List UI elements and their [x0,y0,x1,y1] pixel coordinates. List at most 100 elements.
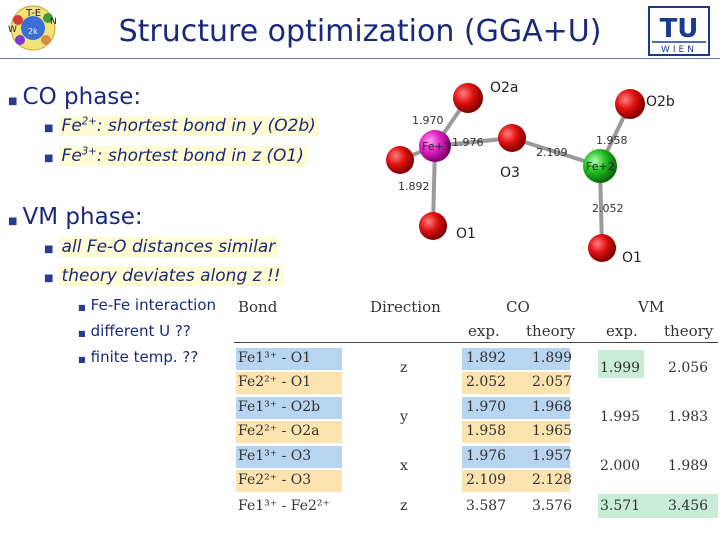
tu-text: TU [660,14,699,44]
header-co: CO [506,298,530,316]
bullet-square-icon: ■ [44,153,54,164]
row-bg [236,372,342,394]
direction-cell: z [400,498,408,514]
row-bg [462,397,570,419]
co-phase-label: CO phase: [22,84,142,110]
row-bg [462,470,570,492]
header-co-theory: theory [526,322,576,340]
oxygen-atom-o1-right [588,234,616,262]
o2a-label: O2a [490,80,519,96]
bullet-square-icon: ■ [78,303,86,312]
bullet-square-icon: ■ [78,355,86,364]
bullet-vm1: ■ all Fe-O distances similar [44,237,279,257]
vm-exp-cell: 1.995 [600,409,641,425]
fe2-label: Fe+2 [586,160,615,173]
direction-cell: y [400,409,408,425]
row-bg [462,446,570,468]
co-theory-cell: 2.128 [532,472,573,488]
slide-title: Structure optimization (GGA+U) [118,14,602,49]
distance-4: 2.109 [536,146,568,159]
vm-exp-cell: 2.000 [600,458,641,474]
bullet-vm: ■ VM phase: [8,204,143,230]
svg-text:2k: 2k [28,27,38,36]
row-bg [236,421,342,443]
bullet-square-icon: ■ [44,273,54,284]
vm-phase-label: VM phase: [22,204,143,230]
distance-2: 1.976 [452,136,484,149]
title-divider [0,58,720,59]
co-theory-cell: 2.057 [532,374,573,390]
distance-1: 1.970 [412,114,444,127]
co-theory-cell: 1.968 [532,399,573,415]
svg-text:W: W [8,25,17,35]
bond-table: Bond Direction CO VM exp. theory exp. th… [234,294,718,520]
o2b-label: O2b [646,94,675,110]
oxygen-atom-o2b [615,89,645,119]
distance-5: 1.892 [398,180,430,193]
bullet-sub-0: ■ Fe-Fe interaction [78,296,217,314]
vm-theory-cell: 2.056 [668,360,709,376]
distance-3: 1.958 [596,134,628,147]
bond-cell: Fe1³⁺ - O3 [238,448,312,464]
co-exp-cell: 1.976 [466,448,507,464]
oxygen-atom-left [386,146,414,174]
structure-figure: Fe+3 Fe+2 O2a O2b O3 O1 O1 1.970 1.976 1… [330,68,716,290]
row-bg [462,372,570,394]
bond-cell: Fe2²⁺ - O3 [238,472,312,488]
vm-exp-cell: 1.999 [600,360,641,376]
vm-bg [598,494,718,518]
direction-cell: x [400,458,408,474]
bullet-square-icon: ■ [44,244,54,255]
svg-text:T-E: T-E [25,8,41,19]
row-bg [236,348,342,370]
bullet-vm2: ■ theory deviates along z !! [44,266,284,286]
bullet-square-icon: ■ [8,96,18,107]
tu-wien-logo: TU WIEN [648,6,710,56]
header-rule [234,342,718,343]
bullet-sub-1: ■ different U ?? [78,322,191,340]
header-bond: Bond [238,298,278,316]
distance-6: 2.052 [592,202,624,215]
vm-theory-cell: 1.989 [668,458,709,474]
co-exp-cell: 1.892 [466,350,507,366]
bullet-co: ■ CO phase: [8,84,141,110]
svg-text:N: N [50,17,57,27]
bullet-square-icon: ■ [78,329,86,338]
atom-logo: T-E W N 2k [4,2,62,54]
bullet-sub-2: ■ finite temp. ?? [78,348,199,366]
vm-exp-cell: 3.571 [600,498,641,514]
wien-text: WIEN [661,45,697,55]
row-bg [462,421,570,443]
co-exp-cell: 1.970 [466,399,507,415]
row-bg [462,348,570,370]
bond-cell: Fe1³⁺ - O1 [238,350,312,366]
header-vm-exp: exp. [606,322,638,340]
vm-bg [598,350,644,378]
oxygen-atom-o3 [498,124,526,152]
co-exp-cell: 2.109 [466,472,507,488]
co-theory-cell: 1.899 [532,350,573,366]
row-bg [236,446,342,468]
co-exp-cell: 1.958 [466,423,507,439]
header-vm: VM [638,298,665,316]
bullet-fe2: ■ Fe2+: shortest bond in y (O2b) [44,116,319,136]
oxygen-atom-o2a [453,83,483,113]
bullet-fe3: ■ Fe3+: shortest bond in z (O1) [44,146,307,166]
oxygen-atom-o1-left [419,212,447,240]
vm-theory-cell: 1.983 [668,409,709,425]
header-direction: Direction [370,298,441,316]
fe3-label: Fe+3 [422,140,451,153]
row-bg [236,470,342,492]
co-theory-cell: 1.965 [532,423,573,439]
direction-cell: z [400,360,408,376]
vm-theory-cell: 3.456 [668,498,709,514]
bullet-square-icon: ■ [44,123,54,134]
bond-cell: Fe2²⁺ - O2a [238,423,320,439]
co-theory-cell: 3.576 [532,498,573,514]
co-exp-cell: 2.052 [466,374,507,390]
header-co-exp: exp. [468,322,500,340]
iron-atom-fe2 [583,149,617,183]
bullet-square-icon: ■ [8,216,18,227]
bond-cell: Fe1³⁺ - O2b [238,399,321,415]
header-vm-theory: theory [664,322,714,340]
